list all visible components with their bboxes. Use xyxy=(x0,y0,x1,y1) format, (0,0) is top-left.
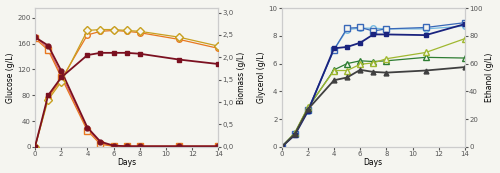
Y-axis label: Glycerol (g/L): Glycerol (g/L) xyxy=(256,52,266,103)
Y-axis label: Ethanol (g/L): Ethanol (g/L) xyxy=(486,53,494,102)
X-axis label: Days: Days xyxy=(117,158,136,167)
Y-axis label: Glucose (g/L): Glucose (g/L) xyxy=(6,52,15,103)
Y-axis label: Biomass (g/L): Biomass (g/L) xyxy=(236,51,246,104)
X-axis label: Days: Days xyxy=(364,158,383,167)
